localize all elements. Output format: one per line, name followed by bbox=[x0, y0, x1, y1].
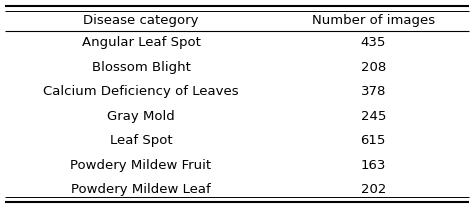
Text: Leaf Spot: Leaf Spot bbox=[109, 134, 173, 147]
Text: 435: 435 bbox=[361, 36, 386, 49]
Text: 245: 245 bbox=[361, 110, 386, 123]
Text: Powdery Mildew Fruit: Powdery Mildew Fruit bbox=[71, 158, 211, 172]
Text: 202: 202 bbox=[361, 183, 386, 196]
Text: Blossom Blight: Blossom Blight bbox=[91, 61, 191, 74]
Text: Gray Mold: Gray Mold bbox=[107, 110, 175, 123]
Text: Disease category: Disease category bbox=[83, 14, 199, 27]
Text: 615: 615 bbox=[361, 134, 386, 147]
Text: Powdery Mildew Leaf: Powdery Mildew Leaf bbox=[71, 183, 211, 196]
Text: 378: 378 bbox=[361, 85, 386, 98]
Text: Calcium Deficiency of Leaves: Calcium Deficiency of Leaves bbox=[43, 85, 239, 98]
Text: 208: 208 bbox=[361, 61, 386, 74]
Text: 163: 163 bbox=[361, 158, 386, 172]
Text: Number of images: Number of images bbox=[312, 14, 435, 27]
Text: Angular Leaf Spot: Angular Leaf Spot bbox=[82, 36, 201, 49]
